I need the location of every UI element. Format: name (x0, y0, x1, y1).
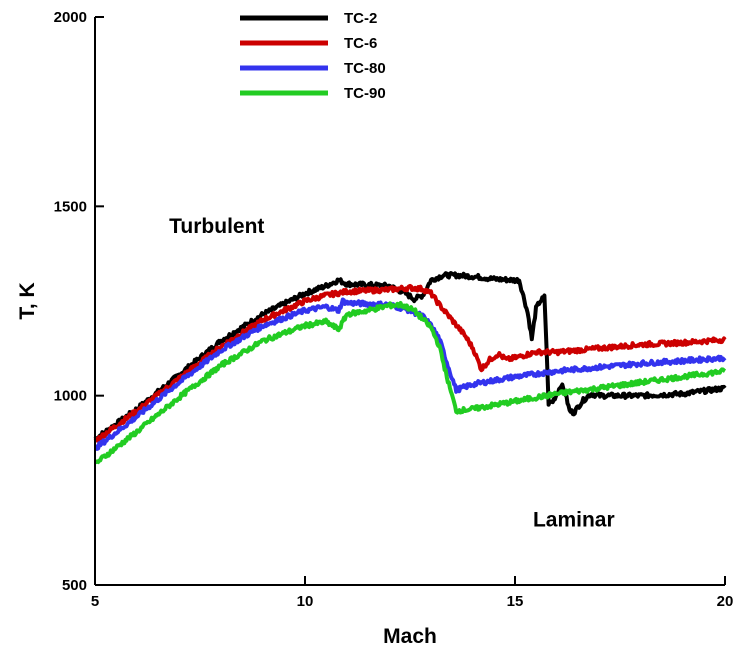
legend-label: TC-80 (344, 60, 386, 77)
series-line-tc-2 (93, 271, 727, 442)
legend-label: TC-90 (344, 85, 386, 102)
y-axis-title: T, K (16, 282, 39, 319)
y-tick-label: 500 (62, 577, 87, 594)
x-axis-title: Mach (383, 625, 437, 648)
x-tick-label: 10 (297, 593, 314, 610)
series-line-tc-80 (94, 297, 727, 451)
series-line-tc-90 (94, 301, 727, 465)
y-tick-label: 2000 (54, 9, 87, 26)
legend-label: TC-6 (344, 35, 377, 52)
legend-label: TC-2 (344, 10, 377, 27)
series-layer (93, 271, 727, 465)
annotations: Turbulent Laminar (169, 215, 614, 531)
x-tick-label: 20 (717, 593, 734, 610)
annotation-laminar: Laminar (533, 508, 615, 531)
annotation-turbulent: Turbulent (169, 215, 264, 238)
y-tick-label: 1000 (54, 388, 87, 405)
x-tick-label: 15 (507, 593, 524, 610)
legend: TC-2 TC-6 TC-80 TC-90 (240, 10, 386, 102)
x-tick-label: 5 (91, 593, 99, 610)
axes-layer: 5 10 15 20 500 1000 1500 2000 (54, 9, 734, 610)
y-tick-label: 1500 (54, 198, 87, 215)
